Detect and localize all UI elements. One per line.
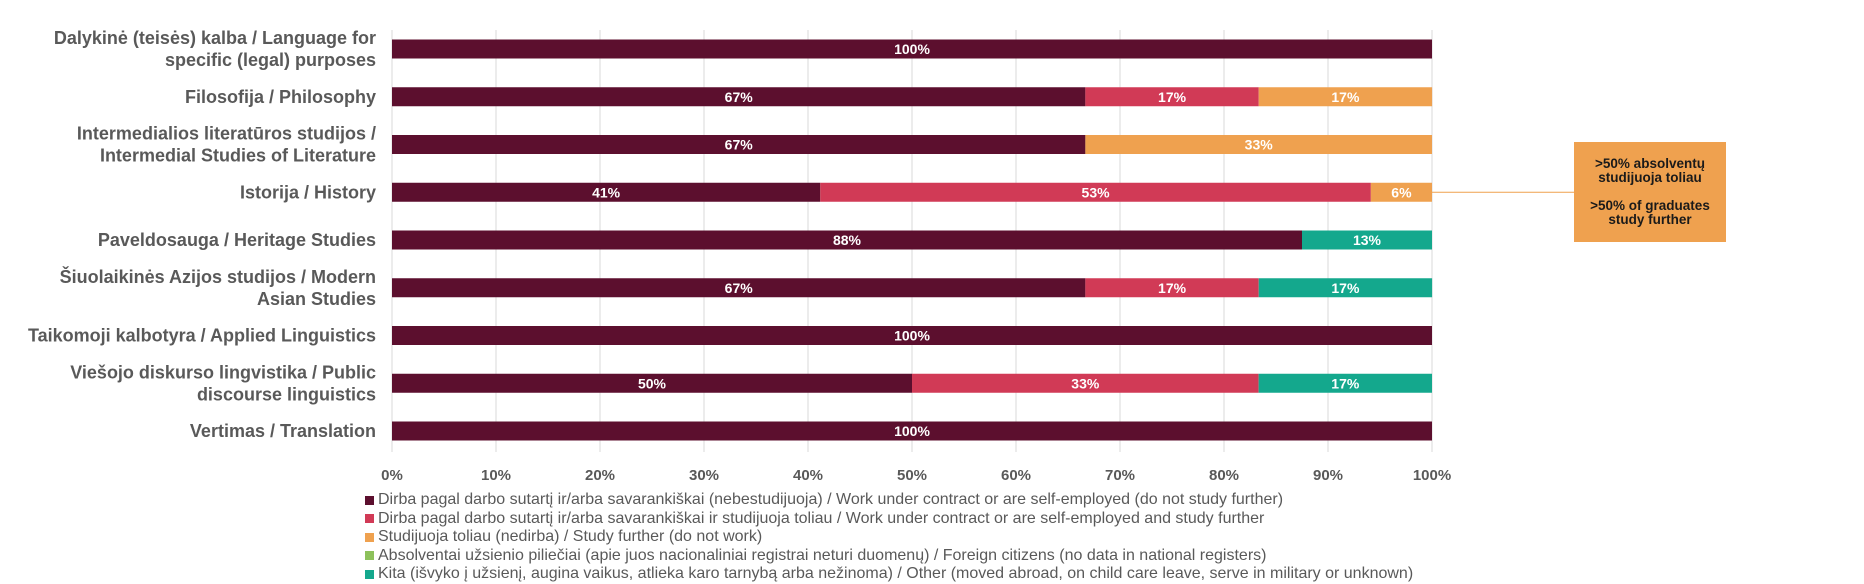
legend-item: Dirba pagal darbo sutartį ir/arba savara… <box>365 510 1413 529</box>
x-tick-label: 50% <box>897 467 927 484</box>
bar-segment <box>820 182 1371 202</box>
legend-item: Kita (išvyko į užsienį, augina vaikus, a… <box>365 565 1413 584</box>
bar-data-label: 88% <box>833 232 862 248</box>
annotation-lt-line-1: >50% absolventų <box>1595 156 1705 171</box>
legend-item: Dirba pagal darbo sutartį ir/arba savara… <box>365 491 1413 510</box>
x-tick-label: 90% <box>1313 467 1343 484</box>
annotation-lt-line-2: studijuoja toliau <box>1598 170 1702 185</box>
x-tick-label: 40% <box>793 467 823 484</box>
bar-segment <box>392 326 1432 345</box>
annotation-box: >50% absolventų studijuoja toliau >50% o… <box>1574 142 1726 242</box>
legend-swatch <box>365 495 374 505</box>
category-label: Taikomoji kalbotyra / Applied Linguistic… <box>28 326 376 346</box>
bar-data-label: 13% <box>1353 232 1382 248</box>
bar-segment <box>392 182 821 202</box>
bar-segment <box>1085 278 1259 298</box>
bar-data-label: 17% <box>1158 280 1187 296</box>
bar-data-label: 33% <box>1071 375 1100 391</box>
bar-data-label: 17% <box>1158 89 1187 105</box>
bar-segment <box>1258 87 1433 107</box>
bar-data-label: 33% <box>1245 137 1274 153</box>
bar-segment <box>392 135 1086 154</box>
bar-segment <box>1085 87 1259 107</box>
x-tick-label: 70% <box>1105 467 1135 484</box>
bars: 100% 67% 17% 17% 67% 33% 41% 53% 6% 88% 13% 67% 17% 1… <box>392 39 1433 441</box>
bar-data-label: 17% <box>1331 89 1360 105</box>
legend-label: Absolventai užsienio piliečiai (apie juo… <box>378 546 1267 564</box>
x-tick-label: 10% <box>481 467 511 484</box>
annotation-en-line-2: study further <box>1608 212 1692 227</box>
bar-data-label: 53% <box>1082 184 1111 200</box>
category-label: Istorija / History <box>240 182 376 202</box>
bar-segment <box>1302 230 1432 250</box>
legend-swatch <box>365 569 374 579</box>
bar-segment <box>392 230 1302 250</box>
bar-segment <box>392 87 1086 107</box>
legend-swatch <box>365 532 374 542</box>
bar-segment <box>1085 135 1432 154</box>
category-label: Filosofija / Philosophy <box>185 87 376 107</box>
category-label: Šiuolaikinės Azijos studijos / Modern Asi… <box>60 266 376 309</box>
x-tick-label: 20% <box>585 467 615 484</box>
bar-segment <box>1258 278 1433 298</box>
x-tick-label: 60% <box>1001 467 1031 484</box>
legend-swatch <box>365 551 374 561</box>
category-label: Vertimas / Translation <box>190 421 376 441</box>
legend: Dirba pagal darbo sutartį ir/arba savara… <box>365 491 1413 584</box>
category-labels: Dalykinė (teisės) kalba / Language for sp… <box>28 28 376 441</box>
bar-segment <box>392 421 1432 441</box>
category-label: Viešojo diskurso lingvistika / Public dis… <box>70 362 376 404</box>
bar-segment <box>392 373 912 393</box>
legend-swatch <box>365 514 374 524</box>
x-axis-ticks: 0% 10% 20% 30% 40% 50% 60% 70% 80% 90% 100% <box>381 467 1451 484</box>
bar-data-label: 100% <box>894 423 930 439</box>
legend-label: Dirba pagal darbo sutartį ir/arba savara… <box>378 509 1265 527</box>
legend-item: Studijuoja toliau (nedirba) / Study furt… <box>365 528 1413 547</box>
bar-data-label: 100% <box>894 41 930 57</box>
bar-data-label: 67% <box>725 280 754 296</box>
bar-data-label: 17% <box>1331 280 1360 296</box>
annotation-spacer <box>1574 185 1726 199</box>
x-tick-label: 100% <box>1413 467 1451 484</box>
legend-label: Dirba pagal darbo sutartį ir/arba savara… <box>378 491 1284 508</box>
bar-segment <box>1370 182 1432 202</box>
annotation-en-line-1: >50% of graduates <box>1590 198 1710 213</box>
bar-data-label: 41% <box>592 184 621 200</box>
category-label: Intermedialios literatūros studijos / Int… <box>77 124 376 166</box>
x-tick-label: 80% <box>1209 467 1239 484</box>
bar-data-label: 100% <box>894 328 930 344</box>
bar-segment <box>392 278 1086 298</box>
legend-item: Absolventai užsienio piliečiai (apie juo… <box>365 547 1413 566</box>
bar-data-label: 6% <box>1391 184 1412 200</box>
x-tick-label: 30% <box>689 467 719 484</box>
legend-label: Kita (išvyko į užsienį, augina vaikus, a… <box>378 565 1414 582</box>
category-label: Dalykinė (teisės) kalba / Language for sp… <box>54 28 376 70</box>
bar-segment <box>392 39 1432 59</box>
legend-label: Studijuoja toliau (nedirba) / Study furt… <box>378 528 763 545</box>
bar-data-label: 17% <box>1331 375 1360 391</box>
bar-data-label: 67% <box>725 137 754 153</box>
bar-data-label: 67% <box>725 89 754 105</box>
x-tick-label: 0% <box>381 467 403 484</box>
bar-segment <box>912 373 1259 393</box>
bar-segment <box>1258 373 1432 393</box>
category-label: Paveldosauga / Heritage Studies <box>98 230 376 250</box>
bar-data-label: 50% <box>638 375 667 391</box>
